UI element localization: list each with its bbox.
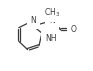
Text: N: N: [30, 16, 36, 25]
Text: NH: NH: [45, 34, 56, 43]
Text: N: N: [49, 16, 55, 25]
Text: CH$_3$: CH$_3$: [44, 6, 60, 19]
Text: O: O: [71, 25, 77, 34]
